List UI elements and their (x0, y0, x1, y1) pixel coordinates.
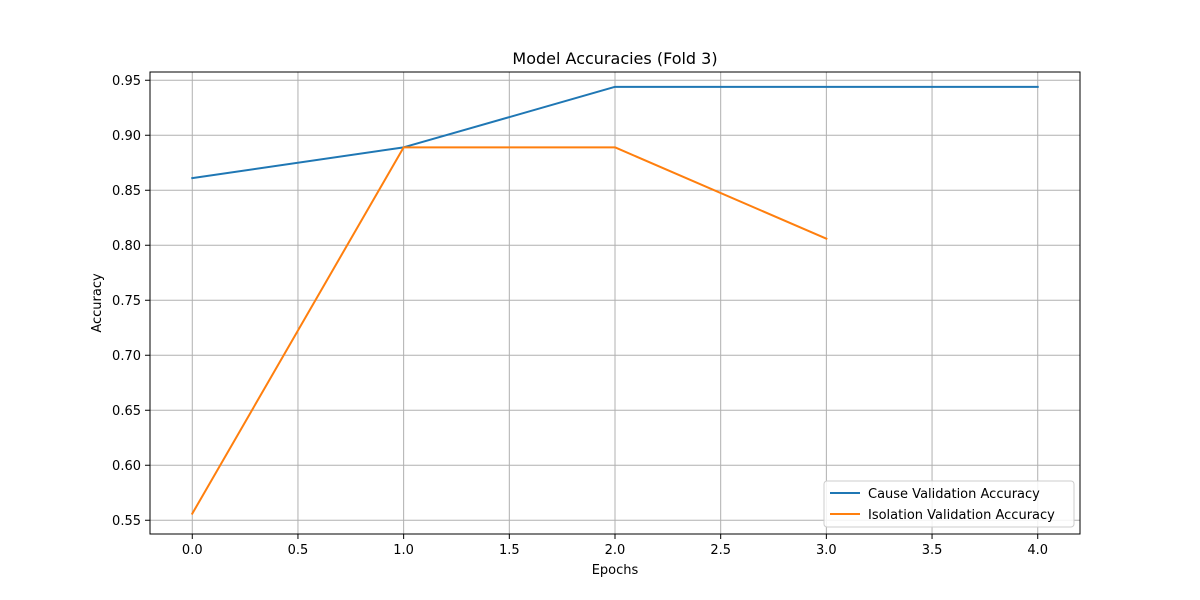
y-tick-label: 0.80 (112, 239, 141, 254)
x-tick-label: 1.0 (393, 543, 414, 558)
ticks: 0.0 0.5 1.0 1.5 2.0 2.5 3.0 3.5 4.0 0.55 0.60 0.65 0… (112, 74, 1048, 558)
y-tick-label: 0.90 (112, 129, 141, 144)
y-axis-label: Accuracy (90, 273, 105, 333)
x-tick-label: 2.0 (605, 543, 626, 558)
y-tick-label: 0.60 (112, 459, 141, 474)
legend-label-cause: Cause Validation Accuracy (868, 487, 1040, 502)
series-line-cause (191, 85, 1039, 180)
x-tick-label: 1.5 (499, 543, 520, 558)
x-tick-label: 3.5 (922, 543, 943, 558)
x-axis-label: Epochs (592, 563, 639, 578)
chart-title: Model Accuracies (Fold 3) (512, 49, 717, 68)
series-layer (190, 85, 1039, 516)
series-line-isolation (190, 146, 828, 516)
legend-box (823, 480, 1075, 528)
y-tick-label: 0.95 (112, 74, 141, 89)
legend-label-isolation: Isolation Validation Accuracy (868, 508, 1055, 523)
y-tick-label: 0.75 (112, 294, 141, 309)
x-tick-label: 4.0 (1027, 543, 1048, 558)
y-tick-label: 0.70 (112, 349, 141, 364)
x-tick-label: 3.0 (816, 543, 837, 558)
x-tick-label: 0.0 (182, 543, 203, 558)
y-tick-label: 0.55 (112, 514, 141, 529)
y-tick-label: 0.65 (112, 404, 141, 419)
x-tick-label: 0.5 (288, 543, 309, 558)
y-tick-label: 0.85 (112, 184, 141, 199)
legend: Cause Validation Accuracy Isolation Vali… (823, 480, 1075, 528)
x-tick-label: 2.5 (710, 543, 731, 558)
